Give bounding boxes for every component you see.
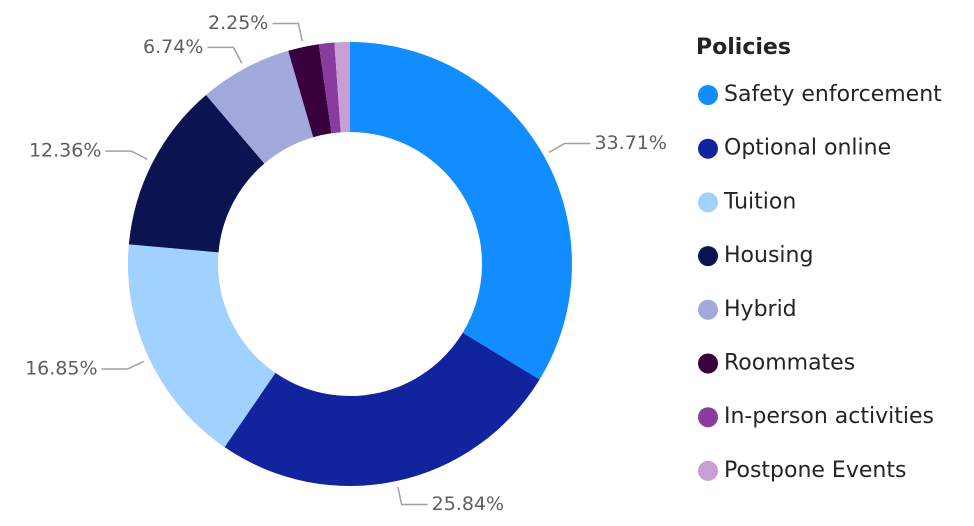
leader-line [548,142,591,154]
donut-slice [318,42,341,134]
donut-slice [206,50,314,164]
legend-marker [698,138,718,159]
legend-marker [698,246,718,267]
data-label: 6.74% [143,36,203,58]
legend-label: Optional online [724,136,891,161]
legend-marker [698,299,718,320]
leader-line [101,360,145,370]
data-label: 12.36% [29,140,101,162]
leader-line [272,22,303,42]
donut-slice [350,42,573,380]
legend-marker [698,460,718,481]
donut-slice [224,332,540,487]
donut-slice [127,244,276,448]
donut-slice [334,42,350,133]
legend-label: Housing [724,243,813,268]
legend-marker [698,407,718,428]
legend-marker [698,192,718,213]
leader-line [105,150,148,161]
data-label: 25.84% [432,493,504,515]
donut-slice [288,44,332,138]
legend-marker [698,353,718,374]
legend-label: Roommates [724,351,855,376]
legend-marker [698,85,718,105]
leader-line [207,46,243,64]
data-label: 2.25% [208,12,268,34]
donut-slice [128,95,265,253]
leader-line [397,486,428,506]
legend-title: Policies [696,35,791,60]
data-label: 33.71% [594,132,666,154]
legend-label: Safety enforcement [724,82,942,107]
legend-label: Postpone Events [724,458,906,483]
legend-label: Tuition [723,189,796,214]
legend-label: Hybrid [724,297,797,322]
legend-label: In-person activities [724,404,934,429]
data-label: 16.85% [25,357,97,379]
